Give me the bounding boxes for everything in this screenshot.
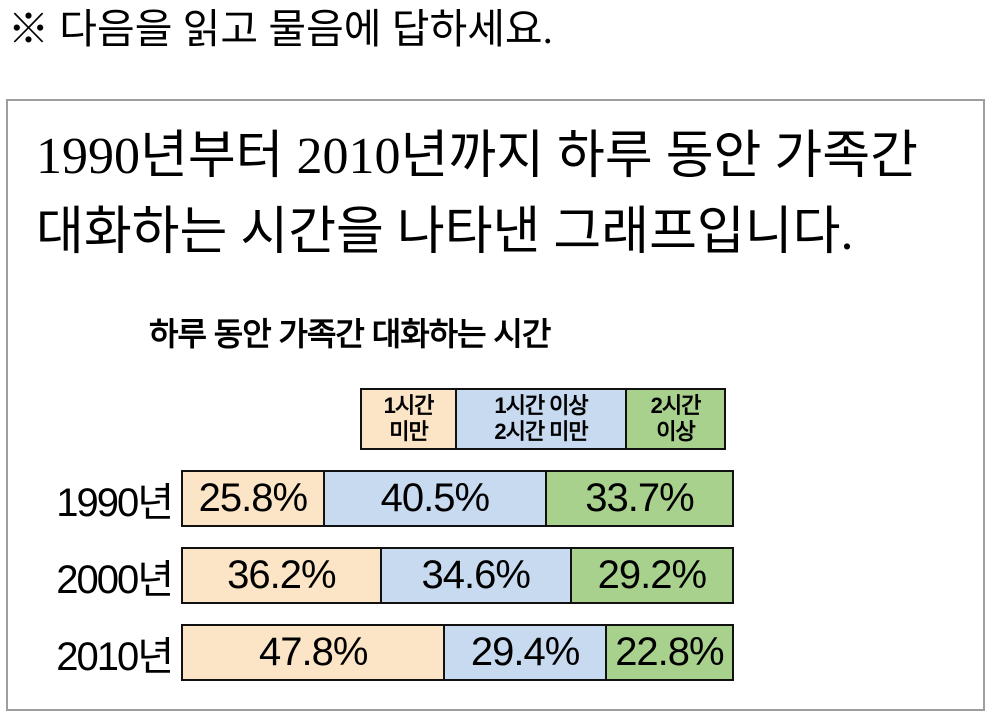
- segment-value-label: 34.6%: [421, 553, 531, 597]
- legend-label-line: 2시간 미만: [494, 419, 588, 444]
- segment-value-label: 29.4%: [470, 630, 580, 674]
- chart-rows: 1990년 25.8% 40.5% 33.7% 2000년: [32, 470, 734, 701]
- legend-label-line: 2시간: [650, 393, 702, 418]
- legend-item-over-2h: 2시간 이상: [627, 390, 724, 448]
- chart-row-2010: 2010년 47.8% 29.4% 22.8%: [32, 624, 734, 681]
- bar-segment-over-2h: 33.7%: [546, 472, 732, 525]
- category-label: 1990년: [56, 480, 174, 525]
- chart-title: 하루 동안 가족간 대화하는 시간: [149, 316, 551, 352]
- legend-label-line: 1시간: [383, 393, 435, 418]
- legend-label-line: 이상: [656, 419, 695, 444]
- bar-segment-1h-to-2h: 29.4%: [445, 626, 607, 679]
- description-line-2: 대화하는 시간을 나타낸 그래프입니다.: [36, 204, 854, 261]
- bar-segment-over-2h: 22.8%: [606, 626, 732, 679]
- segment-value-label: 36.2%: [227, 553, 336, 597]
- description: 1990년부터 2010년까지 하루 동안 가족간 대화하는 시간을 나타낸 그…: [36, 119, 918, 271]
- problem-box: 1990년부터 2010년까지 하루 동안 가족간 대화하는 시간을 나타낸 그…: [6, 99, 985, 711]
- bar-segment-over-2h: 29.2%: [571, 549, 732, 602]
- stacked-bar: 25.8% 40.5% 33.7%: [181, 470, 734, 527]
- description-line-1: 1990년부터 2010년까지 하루 동안 가족간: [36, 128, 918, 185]
- category-label: 2000년: [56, 557, 174, 602]
- segment-value-label: 33.7%: [585, 476, 694, 520]
- bar-segment-1h-to-2h: 40.5%: [324, 472, 547, 525]
- legend-label-line: 미만: [389, 419, 428, 444]
- chart-row-1990: 1990년 25.8% 40.5% 33.7%: [32, 470, 734, 527]
- instruction-text: ※ 다음을 읽고 물음에 답하세요.: [8, 6, 553, 52]
- stacked-bar: 47.8% 29.4% 22.8%: [181, 624, 734, 681]
- bar-segment-under-1h: 36.2%: [183, 549, 382, 602]
- segment-value-label: 22.8%: [615, 630, 724, 674]
- bar-segment-under-1h: 25.8%: [183, 472, 325, 525]
- chart-legend: 1시간 미만 1시간 이상 2시간 미만 2시간 이상: [360, 388, 726, 450]
- stacked-bar: 36.2% 34.6% 29.2%: [181, 547, 734, 604]
- segment-value-label: 29.2%: [597, 553, 707, 597]
- segment-value-label: 47.8%: [259, 630, 368, 674]
- segment-value-label: 25.8%: [198, 476, 308, 520]
- legend-item-1h-to-2h: 1시간 이상 2시간 미만: [457, 390, 627, 448]
- legend-item-under-1h: 1시간 미만: [362, 390, 457, 448]
- legend-label-line: 1시간 이상: [494, 393, 588, 418]
- segment-value-label: 40.5%: [380, 476, 490, 520]
- bar-segment-under-1h: 47.8%: [183, 626, 446, 679]
- category-label: 2010년: [56, 634, 174, 679]
- bar-segment-1h-to-2h: 34.6%: [381, 549, 572, 602]
- chart-row-2000: 2000년 36.2% 34.6% 29.2%: [32, 547, 734, 604]
